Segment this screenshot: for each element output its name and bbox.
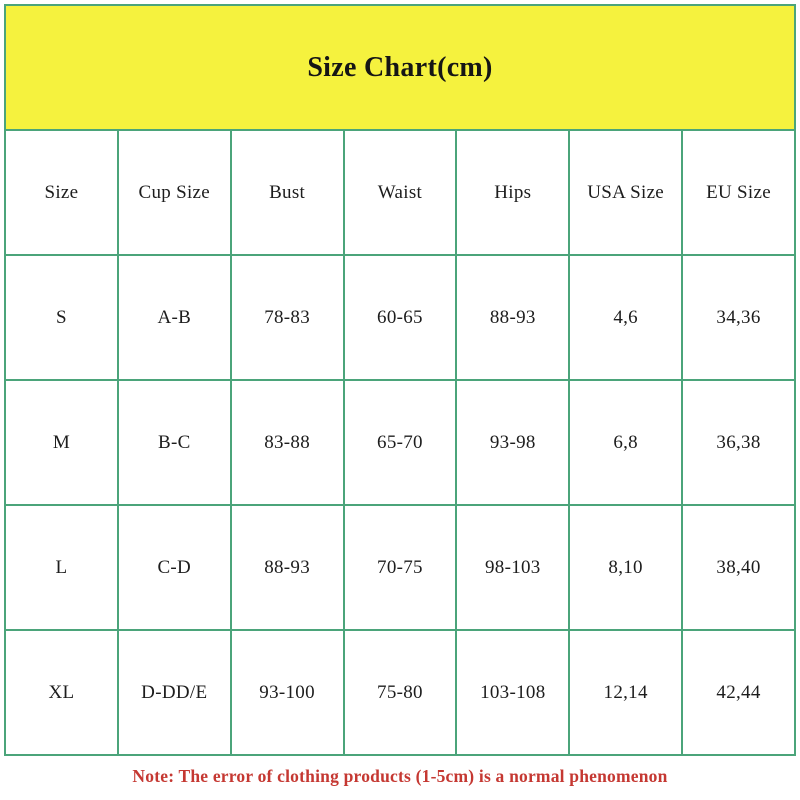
table-cell: 4,6 bbox=[568, 254, 684, 381]
note-text: Note: The error of clothing products (1-… bbox=[132, 766, 668, 786]
table-cell: 12,14 bbox=[568, 629, 684, 756]
table-cell: 8,10 bbox=[568, 504, 684, 631]
table-cell: XL bbox=[4, 629, 119, 756]
table-cell: C-D bbox=[116, 504, 232, 631]
table-cell: B-C bbox=[116, 379, 232, 506]
table-cell: M bbox=[4, 379, 119, 506]
table-row-m: M B-C 83-88 65-70 93-98 6,8 36,38 bbox=[4, 379, 796, 506]
size-chart-table: Size Chart(cm) Size Cup Size Bust Waist … bbox=[4, 4, 796, 756]
table-cell: 93-100 bbox=[229, 629, 345, 756]
table-cell: 42,44 bbox=[681, 629, 796, 756]
table-cell: 34,36 bbox=[681, 254, 796, 381]
column-header-hips: Hips bbox=[455, 129, 571, 256]
table-cell: D-DD/E bbox=[116, 629, 232, 756]
table-cell: 75-80 bbox=[342, 629, 458, 756]
table-cell: A-B bbox=[116, 254, 232, 381]
table-cell: 93-98 bbox=[455, 379, 571, 506]
table-cell: 78-83 bbox=[229, 254, 345, 381]
table-cell: 103-108 bbox=[455, 629, 571, 756]
table-cell: 70-75 bbox=[342, 504, 458, 631]
page-title: Size Chart(cm) bbox=[307, 51, 493, 83]
banner-row: Size Chart(cm) bbox=[4, 4, 796, 131]
table-cell: 65-70 bbox=[342, 379, 458, 506]
table-cell: L bbox=[4, 504, 119, 631]
table-cell: 88-93 bbox=[229, 504, 345, 631]
table-cell: S bbox=[4, 254, 119, 381]
table-cell: 98-103 bbox=[455, 504, 571, 631]
table-cell: 83-88 bbox=[229, 379, 345, 506]
column-header-cup-size: Cup Size bbox=[116, 129, 232, 256]
table-cell: 60-65 bbox=[342, 254, 458, 381]
table-cell: 36,38 bbox=[681, 379, 796, 506]
table-header-row: Size Cup Size Bust Waist Hips USA Size E… bbox=[4, 129, 796, 256]
column-header-waist: Waist bbox=[342, 129, 458, 256]
column-header-bust: Bust bbox=[229, 129, 345, 256]
table-row-l: L C-D 88-93 70-75 98-103 8,10 38,40 bbox=[4, 504, 796, 631]
table-row-s: S A-B 78-83 60-65 88-93 4,6 34,36 bbox=[4, 254, 796, 381]
column-header-size: Size bbox=[4, 129, 119, 256]
chart-title-banner: Size Chart(cm) bbox=[4, 4, 796, 131]
table-row-xl: XL D-DD/E 93-100 75-80 103-108 12,14 42,… bbox=[4, 629, 796, 756]
column-header-usa-size: USA Size bbox=[568, 129, 684, 256]
table-cell: 88-93 bbox=[455, 254, 571, 381]
table-cell: 38,40 bbox=[681, 504, 796, 631]
table-cell: 6,8 bbox=[568, 379, 684, 506]
column-header-eu-size: EU Size bbox=[681, 129, 796, 256]
